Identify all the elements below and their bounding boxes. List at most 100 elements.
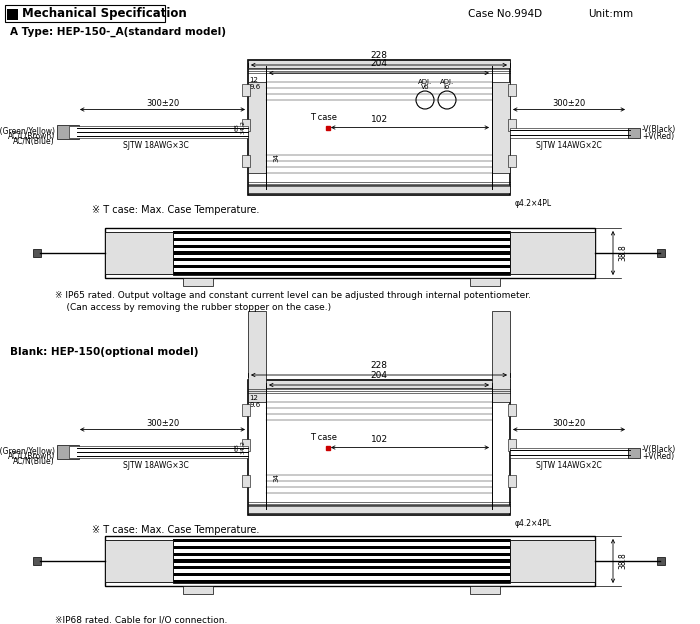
Text: 300±20: 300±20 xyxy=(146,99,179,108)
Bar xyxy=(508,475,516,487)
Text: SJTW 18AWG×3C: SJTW 18AWG×3C xyxy=(123,461,189,470)
Bar xyxy=(173,549,510,552)
Text: ADJ.: ADJ. xyxy=(418,79,432,85)
Bar xyxy=(173,261,510,265)
Bar xyxy=(69,125,248,137)
Bar xyxy=(173,546,510,549)
Bar xyxy=(173,573,510,576)
Text: ※ T case: Max. Case Temperature.: ※ T case: Max. Case Temperature. xyxy=(92,205,260,215)
Bar xyxy=(57,125,79,139)
Bar xyxy=(510,232,595,274)
Text: Io: Io xyxy=(444,84,450,90)
Bar xyxy=(69,446,248,457)
Bar xyxy=(510,540,595,582)
Bar xyxy=(173,542,510,546)
Bar xyxy=(242,84,250,96)
Bar xyxy=(248,380,510,388)
Text: ADJ.: ADJ. xyxy=(440,79,454,85)
Text: Unit:mm: Unit:mm xyxy=(588,9,633,19)
Bar xyxy=(242,155,250,167)
Bar xyxy=(105,232,173,274)
Text: 102: 102 xyxy=(372,435,389,444)
Text: 34.2: 34.2 xyxy=(241,440,246,454)
Bar xyxy=(508,439,516,451)
Text: 9.6: 9.6 xyxy=(249,84,260,90)
Text: FG⊕(Green/Yellow): FG⊕(Green/Yellow) xyxy=(0,127,55,136)
Bar xyxy=(242,475,250,487)
Text: Blank: HEP-150(optional model): Blank: HEP-150(optional model) xyxy=(10,347,199,357)
Bar xyxy=(173,576,510,580)
Bar xyxy=(242,119,250,131)
Text: 300±20: 300±20 xyxy=(552,99,586,108)
Bar xyxy=(470,586,500,594)
Bar xyxy=(508,84,516,96)
Bar xyxy=(173,231,510,235)
Bar xyxy=(173,248,510,251)
Text: 102: 102 xyxy=(372,115,389,124)
Bar xyxy=(7,9,18,20)
Text: 12: 12 xyxy=(249,395,258,401)
Bar xyxy=(173,245,510,248)
Text: 34: 34 xyxy=(273,153,279,162)
Text: +V(Red): +V(Red) xyxy=(642,132,674,141)
Bar xyxy=(183,278,213,286)
Text: (Can access by removing the rubber stopper on the case.): (Can access by removing the rubber stopp… xyxy=(55,303,331,311)
Bar xyxy=(628,127,640,137)
Text: 228: 228 xyxy=(370,361,388,370)
Bar xyxy=(248,505,510,513)
Text: φ4.2×4PL: φ4.2×4PL xyxy=(515,519,552,527)
Bar xyxy=(248,60,510,195)
Text: 68: 68 xyxy=(235,123,240,131)
Text: SJTW 18AWG×3C: SJTW 18AWG×3C xyxy=(123,141,189,150)
Text: 204: 204 xyxy=(370,371,388,380)
Bar xyxy=(173,255,510,258)
Text: -V(Black): -V(Black) xyxy=(642,125,676,134)
Text: AC/N(Blue): AC/N(Blue) xyxy=(13,137,55,146)
Bar xyxy=(57,444,79,459)
Text: +V(Red): +V(Red) xyxy=(642,452,674,461)
Bar xyxy=(173,251,510,255)
Text: 300±20: 300±20 xyxy=(146,419,179,428)
Bar xyxy=(248,185,510,193)
Text: Vo: Vo xyxy=(421,84,429,90)
Text: T case: T case xyxy=(311,113,337,122)
Text: T case: T case xyxy=(311,433,337,442)
Text: 68: 68 xyxy=(235,443,240,451)
Text: -V(Black): -V(Black) xyxy=(642,445,676,454)
Bar xyxy=(248,60,510,68)
Bar xyxy=(173,559,510,563)
Bar xyxy=(492,82,510,173)
Text: ※ T case: Max. Case Temperature.: ※ T case: Max. Case Temperature. xyxy=(92,525,260,535)
Bar xyxy=(510,127,628,137)
Text: 204: 204 xyxy=(370,59,388,68)
Bar xyxy=(173,265,510,268)
Text: φ4.2×4PL: φ4.2×4PL xyxy=(515,198,552,208)
Text: AC/N(Blue): AC/N(Blue) xyxy=(13,457,55,466)
Text: 228: 228 xyxy=(370,51,388,60)
Bar xyxy=(105,228,595,278)
Bar xyxy=(183,586,213,594)
Bar xyxy=(105,540,173,582)
Text: Case No.994D: Case No.994D xyxy=(468,9,542,19)
Text: FG⊕(Green/Yellow): FG⊕(Green/Yellow) xyxy=(0,447,55,456)
Bar xyxy=(248,380,510,515)
Bar xyxy=(173,241,510,245)
Bar xyxy=(510,447,628,457)
Text: 38.8: 38.8 xyxy=(618,553,627,569)
Bar xyxy=(173,566,510,570)
Text: 300±20: 300±20 xyxy=(552,419,586,428)
Bar xyxy=(508,155,516,167)
Bar xyxy=(492,311,510,402)
Bar xyxy=(33,557,41,565)
Text: SJTW 14AWG×2C: SJTW 14AWG×2C xyxy=(536,461,602,470)
Bar xyxy=(5,5,165,22)
Bar xyxy=(657,249,665,257)
Text: SJTW 14AWG×2C: SJTW 14AWG×2C xyxy=(536,141,602,150)
Bar xyxy=(173,580,510,583)
Text: A Type: HEP-150-_A(standard model): A Type: HEP-150-_A(standard model) xyxy=(10,27,226,37)
Bar xyxy=(628,447,640,457)
Bar xyxy=(173,539,510,583)
Text: ※IP68 rated. Cable for I/O connection.: ※IP68 rated. Cable for I/O connection. xyxy=(55,615,228,624)
Bar xyxy=(173,258,510,261)
Text: Mechanical Specification: Mechanical Specification xyxy=(22,7,187,21)
